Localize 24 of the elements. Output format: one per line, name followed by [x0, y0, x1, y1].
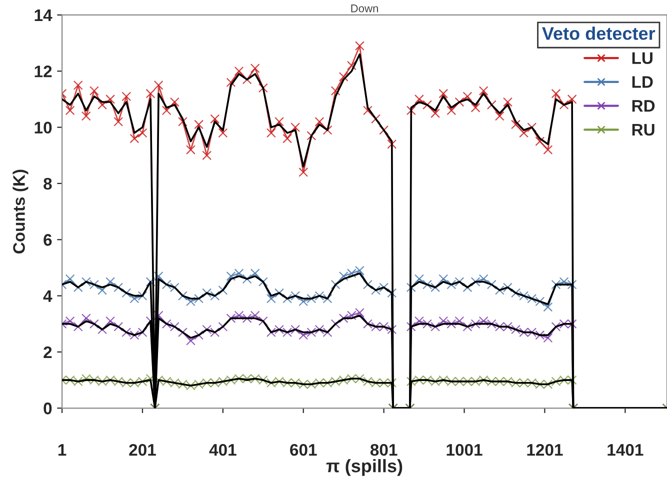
y-tick-label: 6	[44, 234, 52, 246]
x-tick-label: 1001	[446, 444, 482, 456]
x-tick-label: 1201	[527, 444, 563, 456]
y-tick-label: 14	[34, 10, 52, 22]
legend-label: RD	[632, 100, 655, 112]
x-axis-title: π (spills)	[326, 459, 402, 476]
legend-label: LD	[632, 76, 653, 88]
chart-title: Down	[351, 4, 378, 12]
x-tick-label: 601	[290, 444, 317, 456]
y-tick-label: 0	[44, 402, 52, 414]
legend-label: LU	[632, 52, 652, 64]
y-tick-label: 10	[34, 122, 52, 134]
x-tick-label: 1401	[608, 444, 644, 456]
y-tick-label: 4	[43, 290, 52, 302]
x-tick-label: 1	[58, 444, 66, 456]
legend-title: Veto detecter	[542, 26, 656, 40]
y-tick-label: 12	[34, 66, 52, 78]
x-tick-label: 801	[370, 444, 398, 456]
x-tick-label: 201	[129, 444, 156, 456]
y-tick-label: 8	[44, 178, 52, 190]
y-axis-title: Counts (K)	[12, 170, 28, 254]
x-tick-label: 401	[209, 444, 236, 456]
y-tick-label: 2	[44, 346, 52, 358]
legend-label: RU	[632, 124, 654, 136]
